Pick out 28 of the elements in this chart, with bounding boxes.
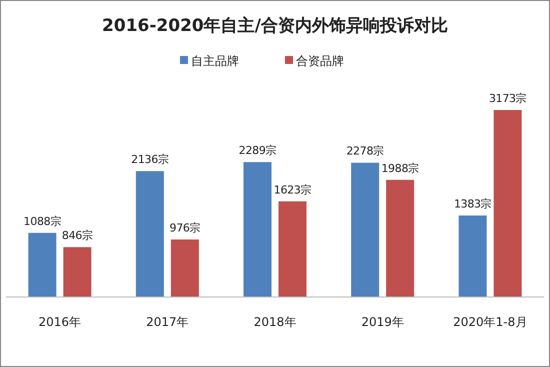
bar	[244, 162, 272, 297]
data-label: 2278宗	[346, 144, 384, 158]
x-tick-label: 2020年1-8月	[453, 315, 528, 329]
bar	[458, 215, 487, 297]
data-label: 846宗	[62, 229, 93, 242]
bar	[494, 110, 522, 297]
x-tick-label: 2016年	[38, 315, 82, 329]
data-label: 1623宗	[274, 183, 312, 196]
data-label: 3173宗	[488, 92, 527, 105]
chart-title: 2016-2020年自主/合资内外饰异响投诉对比	[102, 16, 448, 36]
legend-label: 合资品牌	[296, 54, 344, 68]
bar	[351, 162, 380, 297]
bar	[170, 239, 199, 297]
bar	[63, 247, 92, 297]
bar	[136, 171, 164, 297]
data-label: 2289宗	[238, 144, 277, 158]
data-label: 976宗	[170, 221, 201, 234]
legend-label: 自主品牌	[191, 54, 239, 68]
x-tick-label: 2019年	[361, 315, 404, 329]
bar	[278, 201, 306, 297]
data-label: 1088宗	[24, 214, 62, 228]
data-label: 1383宗	[454, 197, 492, 210]
data-label: 1988宗	[381, 162, 420, 175]
bar	[28, 232, 56, 297]
bar	[386, 180, 414, 297]
x-tick-label: 2018年	[254, 315, 296, 329]
data-label: 2136宗	[131, 153, 169, 166]
x-tick-label: 2017年	[146, 315, 189, 329]
